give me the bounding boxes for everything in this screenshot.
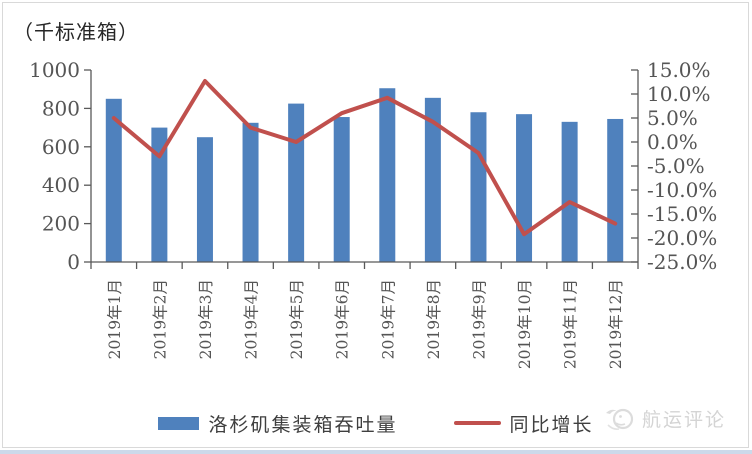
legend-label-yoy: 同比增长 bbox=[509, 413, 594, 436]
left-axis-tick-label: 0 bbox=[67, 250, 80, 274]
throughput-bar bbox=[379, 88, 396, 263]
x-axis-category-label: 2019年2月 bbox=[151, 279, 169, 359]
throughput-bar bbox=[424, 97, 441, 262]
legend-item-yoy: 同比增长 bbox=[453, 410, 594, 437]
yoy-growth-line bbox=[111, 79, 618, 237]
bar-series-swatch bbox=[158, 416, 200, 430]
throughput-bar bbox=[607, 118, 624, 263]
right-axis-tick-label: 15.0% bbox=[647, 58, 711, 82]
throughput-bar bbox=[288, 103, 305, 262]
x-axis-category-label: 2019年7月 bbox=[379, 279, 397, 359]
right-axis-tick-label: -15.0% bbox=[647, 202, 717, 226]
x-axis-category-label: 2019年8月 bbox=[425, 279, 443, 359]
watermark: 航运评论 bbox=[604, 403, 726, 433]
throughput-bar bbox=[105, 98, 122, 262]
legend-label-throughput: 洛杉矶集装箱吞吐量 bbox=[208, 413, 398, 436]
throughput-bar bbox=[333, 117, 350, 262]
throughput-bar bbox=[151, 127, 168, 262]
bottom-accent-strip bbox=[0, 450, 752, 454]
watermark-text: 航运评论 bbox=[641, 408, 726, 431]
left-axis-tick-label: 600 bbox=[42, 135, 80, 159]
seagull-logo-icon bbox=[605, 408, 634, 430]
chart-legend: 洛杉矶集装箱吞吐量 同比增长 bbox=[0, 407, 752, 439]
line-series-swatch bbox=[453, 421, 501, 425]
right-axis-tick-label: 5.0% bbox=[647, 106, 698, 130]
right-axis-tick-label: -5.0% bbox=[647, 154, 705, 178]
throughput-bar bbox=[516, 114, 533, 262]
x-axis-category-label: 2019年6月 bbox=[334, 279, 352, 359]
right-axis-tick-label: -25.0% bbox=[647, 250, 717, 274]
left-axis-tick-label: 800 bbox=[42, 96, 80, 120]
x-axis-category-label: 2019年9月 bbox=[470, 279, 488, 359]
left-axis-tick-label: 1000 bbox=[29, 58, 80, 82]
right-axis-tick-label: -10.0% bbox=[647, 178, 717, 202]
x-axis-category-label: 2019年5月 bbox=[288, 279, 306, 359]
throughput-bar bbox=[470, 112, 487, 263]
x-axis-category-label: 2019年11月 bbox=[562, 279, 580, 369]
throughput-bar bbox=[242, 122, 259, 262]
left-axis-tick-label: 400 bbox=[42, 173, 80, 197]
right-axis-tick-label: 0.0% bbox=[647, 130, 698, 154]
x-axis-category-label: 2019年12月 bbox=[607, 279, 625, 369]
x-axis-category-label: 2019年4月 bbox=[243, 279, 261, 359]
axis-unit-title: （千标准箱） bbox=[13, 20, 139, 44]
x-axis-category-label: 2019年10月 bbox=[516, 279, 534, 369]
left-axis-tick-label: 200 bbox=[42, 212, 80, 236]
x-axis-category-label: 2019年3月 bbox=[197, 279, 215, 359]
right-axis-tick-label: -20.0% bbox=[647, 226, 717, 250]
throughput-bar bbox=[561, 121, 578, 262]
throughput-yoy-combo-chart: 1000 800 600 400 200 0 15.0%10.0%5.0%0.0%-5.0%… bbox=[29, 58, 717, 369]
x-axis-category-label: 2019年1月 bbox=[106, 279, 124, 359]
right-axis-tick-label: 10.0% bbox=[647, 82, 711, 106]
throughput-bar bbox=[196, 137, 213, 262]
legend-item-throughput: 洛杉矶集装箱吞吐量 bbox=[158, 410, 397, 437]
